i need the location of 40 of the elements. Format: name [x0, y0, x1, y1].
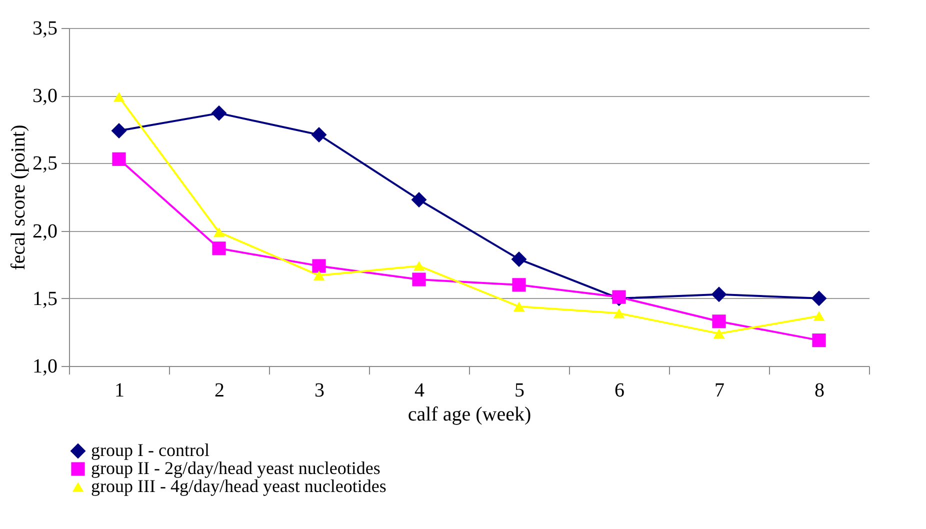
point	[413, 261, 425, 271]
point	[511, 251, 527, 267]
x-tick-label: 2	[214, 380, 224, 402]
point	[411, 192, 427, 208]
point	[712, 314, 726, 328]
y-axis-title: fecal score (point)	[8, 124, 30, 270]
point	[311, 127, 327, 143]
point	[813, 311, 825, 321]
x-tick-label: 5	[514, 380, 524, 402]
point	[213, 227, 225, 238]
point	[313, 270, 325, 280]
x-tick-label: 8	[814, 380, 824, 402]
y-tick-label: 1,5	[32, 288, 58, 310]
point	[713, 328, 725, 338]
point	[212, 242, 226, 256]
y-tick-label: 2,0	[32, 220, 58, 242]
x-tick-label: 6	[614, 380, 624, 402]
point	[513, 302, 525, 312]
x-tick-label: 1	[114, 380, 124, 402]
point	[113, 92, 125, 102]
point	[512, 278, 526, 292]
x-axis-title: calf age (week)	[408, 404, 532, 426]
x-tick-label: 4	[414, 380, 424, 402]
point	[613, 308, 625, 318]
point	[811, 290, 827, 306]
point	[111, 123, 127, 138]
x-tick-label: 7	[714, 380, 724, 402]
y-tick-label: 3,5	[32, 18, 58, 40]
point	[112, 152, 126, 166]
point	[312, 259, 326, 273]
legend-label: group I - control	[91, 440, 210, 460]
point	[612, 290, 626, 304]
point	[812, 334, 826, 348]
y-tick-label: 2,5	[32, 152, 58, 175]
point	[711, 286, 727, 302]
point	[211, 105, 227, 121]
x-tick-label: 3	[314, 380, 324, 402]
y-tick-label: 1,0	[32, 356, 58, 378]
y-tick-label: 3,0	[32, 85, 58, 108]
point	[412, 272, 426, 286]
